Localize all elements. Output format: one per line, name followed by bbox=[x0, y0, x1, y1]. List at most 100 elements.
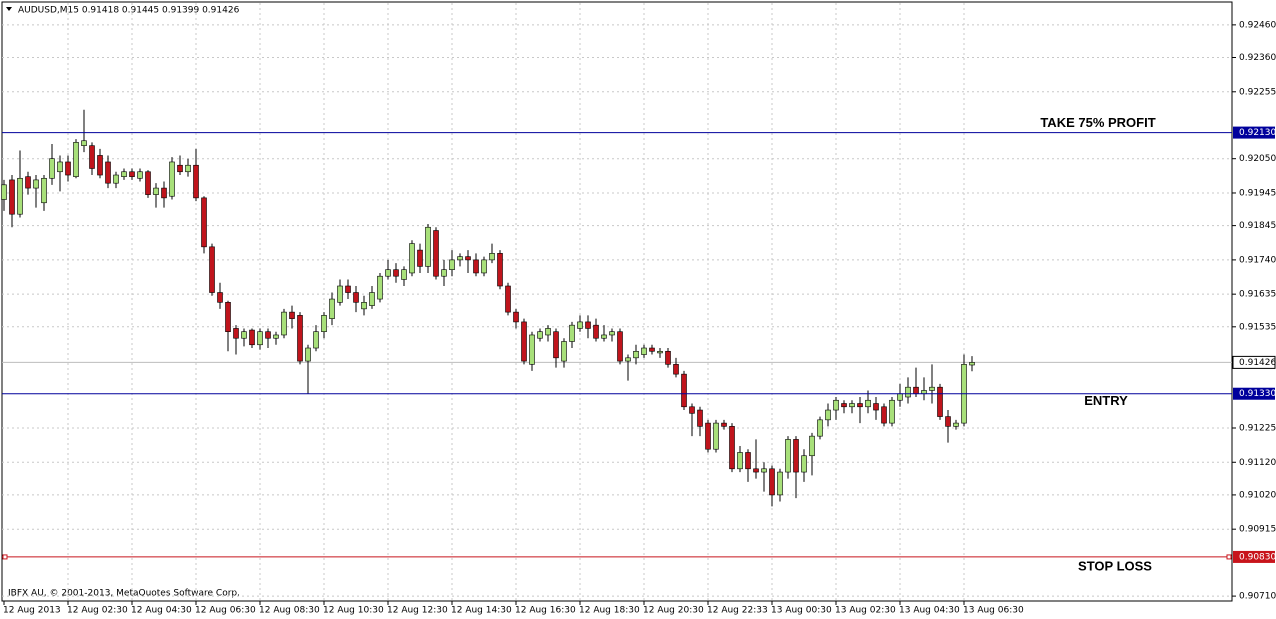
x-tick-label: 13 Aug 04:30 bbox=[899, 606, 960, 616]
candle-body bbox=[289, 311, 295, 319]
candle-body bbox=[89, 145, 95, 169]
candle-body bbox=[617, 331, 623, 362]
candle-body bbox=[569, 324, 575, 342]
price-tag bbox=[1233, 126, 1275, 139]
candle-body bbox=[409, 243, 415, 274]
candle-body bbox=[441, 269, 447, 277]
candle-body bbox=[273, 334, 279, 339]
candle-body bbox=[937, 386, 943, 417]
x-tick-label: 12 Aug 02:30 bbox=[67, 606, 128, 616]
y-tick-label: 0.92360 bbox=[1239, 53, 1276, 63]
candle-body bbox=[161, 187, 167, 199]
candle-body bbox=[825, 409, 831, 421]
candle-body bbox=[633, 350, 639, 359]
candle-body bbox=[609, 331, 615, 336]
candle-body bbox=[281, 311, 287, 336]
price-tag-label: 0.92130 bbox=[1239, 128, 1276, 138]
level-handle bbox=[1226, 554, 1232, 560]
candle-body bbox=[401, 269, 407, 280]
candle-body bbox=[417, 249, 423, 267]
candle-body bbox=[817, 419, 823, 437]
candle-body bbox=[137, 171, 143, 179]
candle-body bbox=[601, 334, 607, 339]
candle-body bbox=[641, 347, 647, 355]
price-tag-label: 0.90830 bbox=[1239, 552, 1276, 562]
menu-arrow[interactable] bbox=[6, 7, 12, 11]
candle-body bbox=[777, 471, 783, 496]
candle-body bbox=[33, 179, 39, 189]
candle-body bbox=[473, 259, 479, 274]
candle-body bbox=[209, 246, 215, 293]
candle-body bbox=[257, 331, 263, 346]
candle-body bbox=[521, 321, 527, 362]
candle-body bbox=[81, 140, 87, 146]
candle-body bbox=[681, 373, 687, 408]
candle-body bbox=[145, 171, 151, 195]
candle-body bbox=[305, 347, 311, 362]
candle-body bbox=[705, 422, 711, 450]
x-tick-label: 12 Aug 08:30 bbox=[259, 606, 320, 616]
candle-body bbox=[577, 321, 583, 329]
candle-body bbox=[217, 292, 223, 303]
candle-body bbox=[505, 285, 511, 313]
candle-body bbox=[721, 422, 727, 427]
x-tick-label: 12 Aug 04:30 bbox=[131, 606, 192, 616]
candle-body bbox=[881, 406, 887, 424]
candle-body bbox=[369, 292, 375, 306]
copyright: IBFX AU, © 2001-2013, MetaQuotes Softwar… bbox=[8, 589, 240, 599]
x-tick-label: 12 Aug 22:33 bbox=[707, 606, 768, 616]
candle-body bbox=[233, 328, 239, 339]
y-tick-label: 0.91945 bbox=[1239, 188, 1276, 198]
candle-body bbox=[561, 341, 567, 362]
candle-body bbox=[785, 439, 791, 473]
candle-body bbox=[457, 256, 463, 261]
candle-body bbox=[665, 350, 671, 365]
candle-body bbox=[121, 171, 127, 177]
y-tick-label: 0.91225 bbox=[1239, 423, 1276, 433]
candle-body bbox=[857, 403, 863, 408]
candle-body bbox=[313, 331, 319, 349]
x-tick-label: 12 Aug 2013 bbox=[3, 606, 61, 616]
candle-body bbox=[241, 331, 247, 339]
candle-body bbox=[585, 321, 591, 329]
price-tag bbox=[1233, 387, 1275, 400]
candle-body bbox=[265, 331, 271, 339]
candle-body bbox=[385, 269, 391, 277]
candle-body bbox=[545, 328, 551, 336]
candle-body bbox=[649, 347, 655, 352]
x-tick-label: 12 Aug 16:30 bbox=[515, 606, 576, 616]
candle-body bbox=[713, 422, 719, 450]
candle-body bbox=[497, 253, 503, 287]
y-tick-label: 0.91020 bbox=[1239, 490, 1276, 500]
x-tick-label: 13 Aug 00:30 bbox=[771, 606, 832, 616]
candle-body bbox=[481, 259, 487, 274]
candle-body bbox=[673, 364, 679, 375]
y-tick-label: 0.91740 bbox=[1239, 255, 1276, 265]
y-tick-label: 0.91120 bbox=[1239, 458, 1276, 468]
candle-body bbox=[361, 302, 367, 310]
candle-body bbox=[377, 275, 383, 300]
candle-body bbox=[425, 226, 431, 267]
candle-body bbox=[1, 184, 7, 200]
chart-header: AUDUSD,M15 0.91418 0.91445 0.91399 0.914… bbox=[18, 6, 240, 16]
candle-body bbox=[969, 362, 975, 366]
level-annotation: STOP LOSS bbox=[1078, 558, 1152, 573]
candle-body bbox=[897, 393, 903, 401]
candle-body bbox=[953, 422, 959, 427]
candle-body bbox=[905, 386, 911, 398]
candle-body bbox=[793, 439, 799, 473]
candle-body bbox=[321, 315, 327, 333]
candle-body bbox=[433, 230, 439, 277]
candle-body bbox=[25, 176, 31, 189]
candle-body bbox=[337, 285, 343, 303]
y-tick-label: 0.92255 bbox=[1239, 87, 1276, 97]
bid-tag-label: 0.91426 bbox=[1239, 358, 1276, 368]
candle-body bbox=[809, 435, 815, 457]
x-tick-label: 12 Aug 18:30 bbox=[579, 606, 640, 616]
x-tick-label: 12 Aug 14:30 bbox=[451, 606, 512, 616]
candle-body bbox=[297, 315, 303, 362]
candle-body bbox=[737, 452, 743, 470]
candle-body bbox=[201, 197, 207, 248]
candle-body bbox=[513, 311, 519, 323]
y-tick-label: 0.92050 bbox=[1239, 154, 1276, 164]
